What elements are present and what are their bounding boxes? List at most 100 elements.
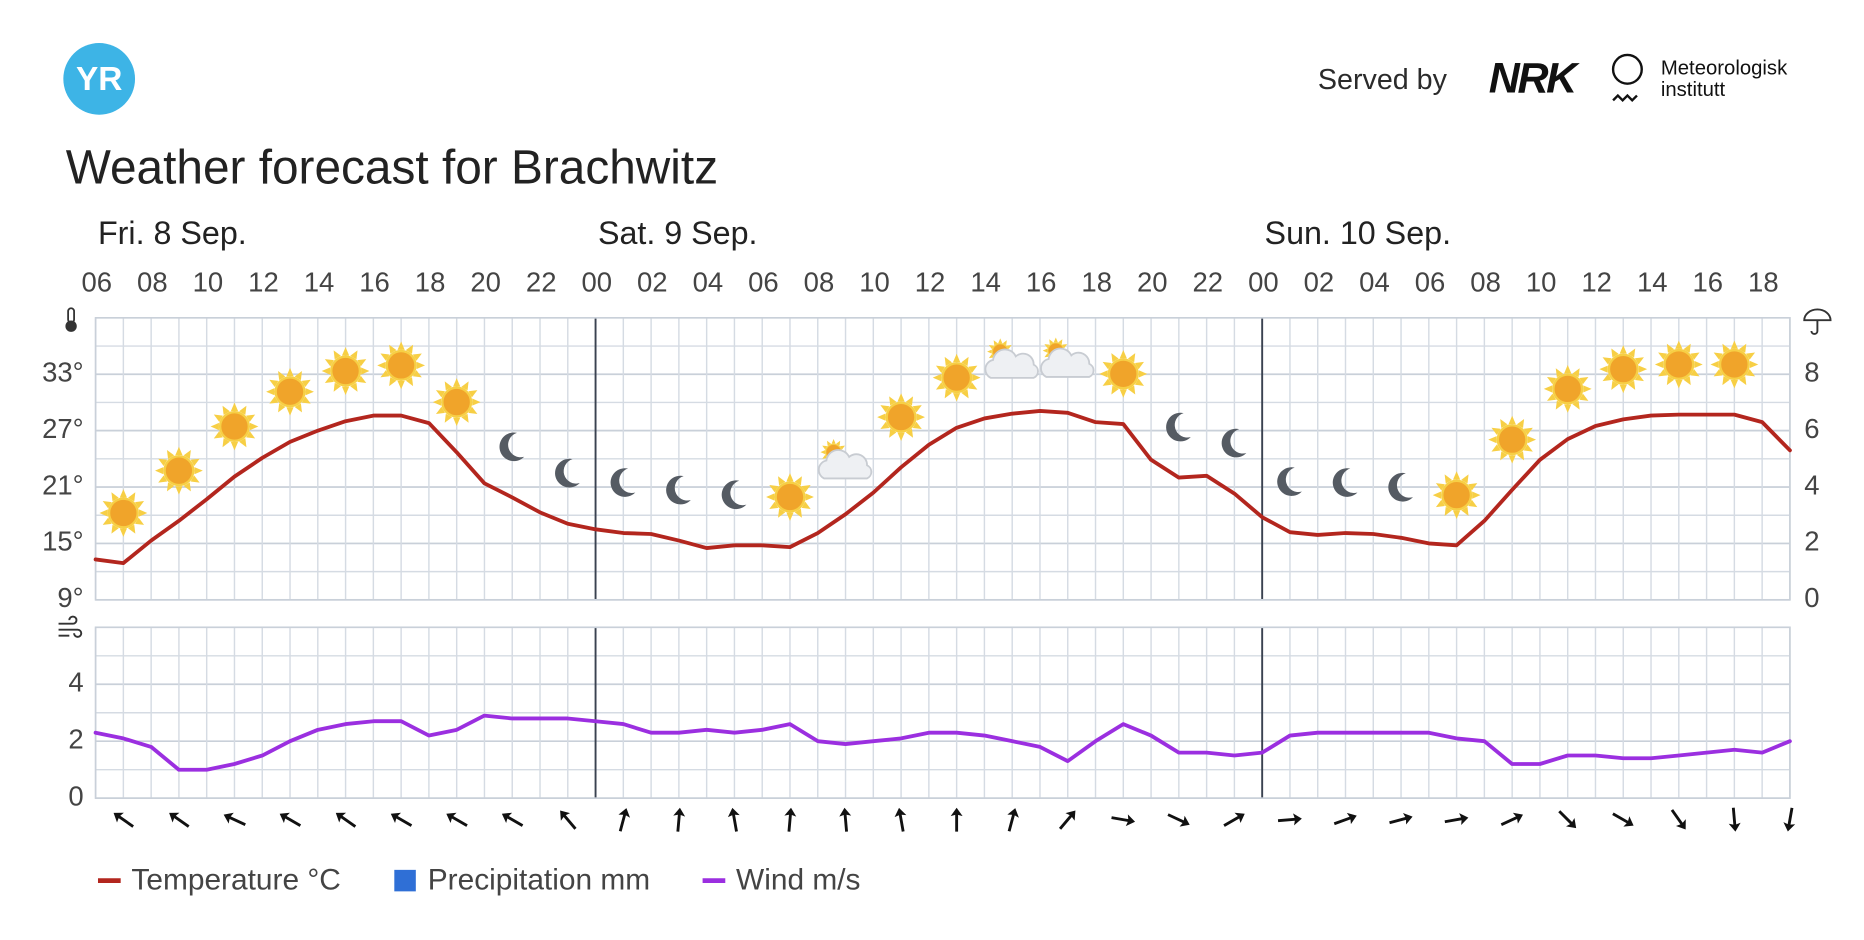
weather-icon (721, 480, 747, 510)
sun-ray (1564, 404, 1572, 413)
sun-ray (190, 458, 200, 467)
sun-ray (1638, 365, 1648, 373)
sun-ray (1579, 393, 1589, 401)
sun-ray (333, 382, 341, 392)
sun-ray (1453, 471, 1461, 480)
y2-tick-label: 6 (1804, 413, 1819, 444)
wind-arrow-shape (839, 807, 852, 832)
sun-ray (286, 367, 294, 377)
x-tick-label: 06 (748, 267, 779, 298)
sun-ray (1730, 379, 1738, 389)
wind-arrow (1783, 807, 1796, 832)
x-tick-label: 18 (415, 267, 446, 298)
wind-arrow (1111, 814, 1136, 827)
sun-ray (102, 517, 112, 525)
x-tick-label: 16 (1692, 267, 1723, 298)
weather-icon (1488, 415, 1537, 464)
sun-core (774, 481, 806, 513)
sun-ray (333, 350, 341, 360)
sun-ray (1572, 368, 1580, 378)
sun-ray (357, 375, 367, 383)
weather-icon (1432, 471, 1481, 520)
sun-ray (840, 445, 845, 450)
sun-ray (1444, 506, 1452, 516)
wind-arrow-shape (446, 812, 468, 827)
x-tick-label: 12 (248, 267, 279, 298)
x-tick-label: 16 (1026, 267, 1057, 298)
weather-icon (932, 353, 981, 402)
x-tick-label: 08 (137, 267, 168, 298)
sun-ray (1564, 365, 1572, 374)
sun-ray (1627, 348, 1636, 358)
wind-arrow-shape (1277, 813, 1302, 826)
sun-ray (944, 356, 952, 366)
sun-ray (1599, 365, 1608, 373)
sun-ray (380, 370, 390, 378)
sun-ray (1602, 357, 1612, 365)
y2-tick-label: 2 (1804, 526, 1819, 557)
sun-ray (183, 449, 191, 460)
sun-ray (905, 396, 914, 406)
wind-arrow (1277, 813, 1302, 826)
sun-ray (305, 388, 314, 396)
yr-logo[interactable] (63, 43, 136, 115)
wind-arrow (1558, 810, 1577, 829)
sun-ray (1461, 474, 1469, 484)
wind-arrow-shape (1670, 809, 1686, 830)
y-tick-label: 9° (57, 582, 83, 613)
wind-arrow (113, 812, 134, 828)
sun-ray (444, 381, 453, 391)
met-logo[interactable] (1611, 53, 1643, 85)
sun-ray (190, 475, 200, 483)
sun-ray (155, 467, 164, 475)
wind-arrow (784, 807, 797, 832)
sun-ray (1666, 343, 1675, 353)
cloud (1040, 347, 1095, 378)
series-line (93, 409, 1792, 566)
legend-label: Precipitation mm (428, 864, 650, 897)
sun-ray (1127, 353, 1136, 363)
sun-ray (822, 454, 828, 459)
sun-ray (972, 374, 981, 382)
served-by: Served by (1318, 64, 1448, 96)
sun-ray (944, 389, 952, 399)
sun-ray (278, 403, 286, 413)
sun-ray (324, 375, 334, 383)
wind-tick-label: 4 (68, 667, 83, 698)
sun-ray (1555, 400, 1564, 410)
weather-icon (1040, 337, 1095, 378)
sun-ray (246, 414, 256, 422)
met-logo-wave (1612, 93, 1638, 103)
x-tick-label: 02 (1304, 267, 1335, 298)
sun-core (1718, 348, 1750, 380)
sun-core (885, 401, 917, 433)
sun-ray (405, 377, 414, 387)
wind-arrow-shape (1783, 807, 1796, 832)
sun-ray (269, 396, 279, 404)
x-tick-label: 04 (693, 267, 724, 298)
weather-icon (817, 439, 873, 480)
panel-border (94, 316, 1791, 601)
wind-tick-label: 0 (68, 780, 83, 811)
sun-ray (935, 382, 945, 390)
x-tick-label: 18 (1081, 267, 1112, 298)
weather-icon (1221, 428, 1247, 458)
legend-label: Temperature °C (131, 864, 340, 897)
sun-ray (389, 377, 397, 387)
sun-ray (961, 389, 969, 399)
sun-ray (1138, 370, 1148, 378)
nrk-logo[interactable]: NRK (1489, 55, 1583, 103)
day-label: Sun. 10 Sep. (1265, 215, 1451, 251)
sun-ray (916, 413, 925, 421)
sun-ray (1654, 360, 1664, 369)
wind-arrow (1333, 812, 1357, 826)
sun-ray (1435, 483, 1445, 491)
sun-ray (135, 501, 145, 509)
sun-ray (1746, 369, 1756, 377)
y-tick-label: 21° (42, 469, 84, 500)
sun-core (1663, 348, 1695, 380)
weather-icon (984, 338, 1039, 379)
x-tick-label: 10 (193, 267, 224, 298)
sun-ray (222, 405, 230, 415)
wind-icon (58, 615, 83, 638)
